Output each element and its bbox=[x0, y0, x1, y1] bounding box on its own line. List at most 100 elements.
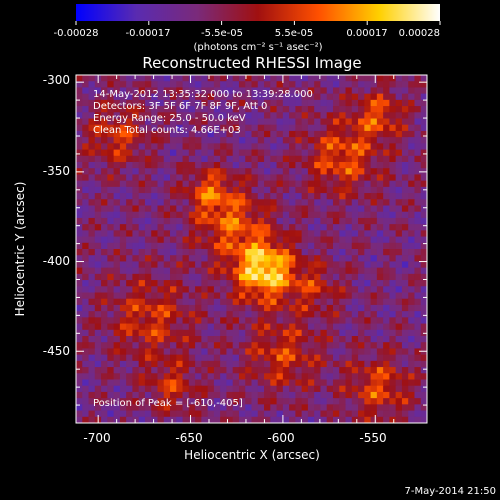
heatmap-cell bbox=[232, 162, 240, 169]
colorbar bbox=[76, 4, 440, 21]
heatmap-cell bbox=[320, 199, 328, 207]
heatmap-cell bbox=[264, 93, 271, 101]
heatmap-cell bbox=[270, 155, 278, 163]
heatmap-cell bbox=[270, 342, 278, 350]
heatmap-cell bbox=[245, 155, 253, 163]
heatmap-cell bbox=[170, 280, 177, 287]
heatmap-cell bbox=[132, 224, 140, 231]
heatmap-cell bbox=[163, 398, 171, 405]
heatmap-cell bbox=[195, 317, 202, 325]
heatmap-cell bbox=[339, 205, 347, 213]
heatmap-cell bbox=[289, 292, 296, 300]
heatmap-cell bbox=[151, 298, 159, 306]
heatmap-cell bbox=[176, 106, 184, 113]
heatmap-cell bbox=[126, 224, 134, 231]
heatmap-cell bbox=[264, 124, 271, 132]
heatmap-cell bbox=[213, 75, 221, 82]
heatmap-cell bbox=[226, 298, 234, 306]
heatmap-cell bbox=[301, 81, 309, 89]
heatmap-cell bbox=[232, 404, 240, 412]
heatmap-cell bbox=[226, 367, 234, 374]
heatmap-cell bbox=[301, 304, 309, 312]
heatmap-cell bbox=[94, 286, 102, 294]
heatmap-cell bbox=[163, 81, 171, 89]
heatmap-cell bbox=[101, 410, 108, 418]
heatmap-cell bbox=[226, 124, 234, 132]
heatmap-cell bbox=[383, 354, 390, 362]
heatmap-cell bbox=[88, 317, 96, 325]
heatmap-cell bbox=[113, 162, 121, 169]
heatmap-cell bbox=[238, 75, 246, 82]
heatmap-cell bbox=[370, 298, 378, 306]
heatmap-cell bbox=[207, 298, 215, 306]
heatmap-cell bbox=[94, 367, 102, 374]
heatmap-cell bbox=[314, 336, 322, 343]
heatmap-cell bbox=[257, 255, 265, 263]
heatmap-cell bbox=[358, 174, 365, 182]
heatmap-cell bbox=[144, 292, 152, 300]
heatmap-cell bbox=[276, 404, 284, 412]
heatmap-cell bbox=[76, 410, 83, 418]
heatmap-cell bbox=[76, 373, 83, 381]
heatmap-cell bbox=[282, 236, 290, 244]
heatmap-cell bbox=[213, 249, 221, 256]
heatmap-cell bbox=[151, 118, 159, 126]
heatmap-cell bbox=[295, 391, 303, 399]
heatmap-cell bbox=[276, 211, 284, 219]
heatmap-cell bbox=[414, 180, 422, 188]
heatmap-cell bbox=[176, 186, 184, 194]
heatmap-cell bbox=[320, 298, 328, 306]
heatmap-cell bbox=[101, 373, 108, 381]
heatmap-cell bbox=[414, 193, 422, 200]
heatmap-cell bbox=[408, 118, 416, 126]
heatmap-cell bbox=[420, 416, 427, 423]
heatmap-cell bbox=[245, 280, 253, 287]
colorbar-tick-label-4: 0.00017 bbox=[346, 28, 387, 39]
heatmap-cell bbox=[138, 236, 146, 244]
heatmap-cell bbox=[238, 304, 246, 312]
colorbar-tick-label-2: -5.5e-05 bbox=[201, 28, 243, 39]
heatmap-cell bbox=[245, 217, 253, 225]
heatmap-cell bbox=[232, 304, 240, 312]
heatmap-cell bbox=[163, 292, 171, 300]
heatmap-cell bbox=[82, 385, 90, 393]
heatmap-cell bbox=[182, 360, 190, 368]
heatmap-cell bbox=[113, 236, 121, 244]
heatmap-cell bbox=[188, 174, 196, 182]
heatmap-cell bbox=[113, 130, 121, 138]
heatmap-cell bbox=[170, 367, 177, 374]
heatmap-cell bbox=[326, 93, 334, 101]
heatmap-cell bbox=[301, 217, 309, 225]
heatmap-cell bbox=[289, 137, 296, 144]
heatmap-cell bbox=[151, 267, 159, 275]
heatmap-cell bbox=[326, 155, 334, 163]
heatmap-cell bbox=[88, 168, 96, 176]
heatmap-cell bbox=[270, 286, 278, 294]
heatmap-cell bbox=[76, 317, 83, 325]
heatmap-cell bbox=[170, 373, 177, 381]
heatmap-cell bbox=[282, 354, 290, 362]
heatmap-cell bbox=[201, 367, 209, 374]
heatmap-cell bbox=[163, 106, 171, 113]
heatmap-cell bbox=[220, 193, 228, 200]
heatmap-cell bbox=[232, 211, 240, 219]
heatmap-cell bbox=[414, 99, 422, 107]
heatmap-cell bbox=[395, 304, 403, 312]
heatmap-cell bbox=[245, 174, 253, 182]
heatmap-cell bbox=[401, 304, 409, 312]
heatmap-cell bbox=[245, 360, 253, 368]
heatmap-cell bbox=[345, 180, 353, 188]
heatmap-cell bbox=[201, 81, 209, 89]
heatmap-cell bbox=[408, 255, 416, 263]
heatmap-cell bbox=[351, 304, 359, 312]
heatmap-cell bbox=[320, 174, 328, 182]
heatmap-cell bbox=[88, 236, 96, 244]
heatmap-cell bbox=[188, 385, 196, 393]
heatmap-cell bbox=[245, 205, 253, 213]
heatmap-cell bbox=[207, 180, 215, 188]
heatmap-cell bbox=[414, 292, 422, 300]
heatmap-cell bbox=[101, 391, 108, 399]
heatmap-cell bbox=[82, 267, 90, 275]
heatmap-cell bbox=[420, 391, 427, 399]
heatmap-cell bbox=[389, 118, 397, 126]
